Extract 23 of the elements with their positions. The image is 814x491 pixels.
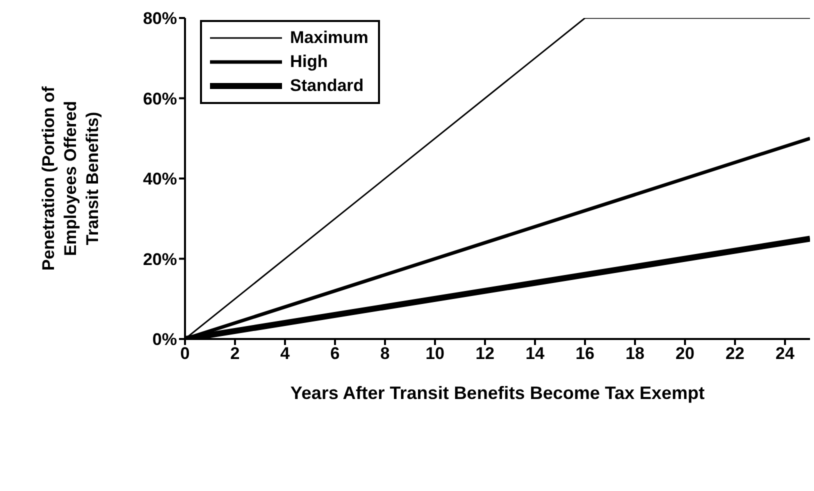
y-axis-title: Penetration (Portion of Employees Offered Transit Benefits)	[39, 86, 102, 271]
x-tick-label: 2	[230, 344, 240, 364]
legend-label: Standard	[290, 76, 364, 96]
x-tick-label: 16	[576, 344, 594, 364]
x-tick-label: 22	[726, 344, 744, 364]
y-tick-label: 80%	[142, 9, 177, 28]
x-tick-label: 10	[426, 344, 444, 364]
x-axis-title: Years After Transit Benefits Become Tax Exempt	[290, 383, 705, 403]
x-tick-label: 12	[476, 344, 494, 364]
x-tick-label: 14	[526, 344, 545, 364]
y-tick-label: 60%	[142, 89, 177, 108]
x-tick-label: 6	[330, 344, 340, 364]
x-tick-label: 0	[180, 344, 190, 364]
y-tick-label: 0%	[152, 330, 177, 350]
x-tick-label: 18	[626, 344, 644, 364]
legend-label: High	[290, 52, 328, 72]
x-tick-label: 4	[280, 344, 290, 364]
legend-label: Maximum	[290, 28, 368, 48]
y-tick-label: 20%	[142, 250, 177, 269]
x-tick-label: 24	[776, 344, 795, 364]
x-tick-label: 8	[380, 344, 390, 364]
x-tick-label: 20	[676, 344, 694, 364]
y-tick-label: 40%	[142, 170, 177, 189]
